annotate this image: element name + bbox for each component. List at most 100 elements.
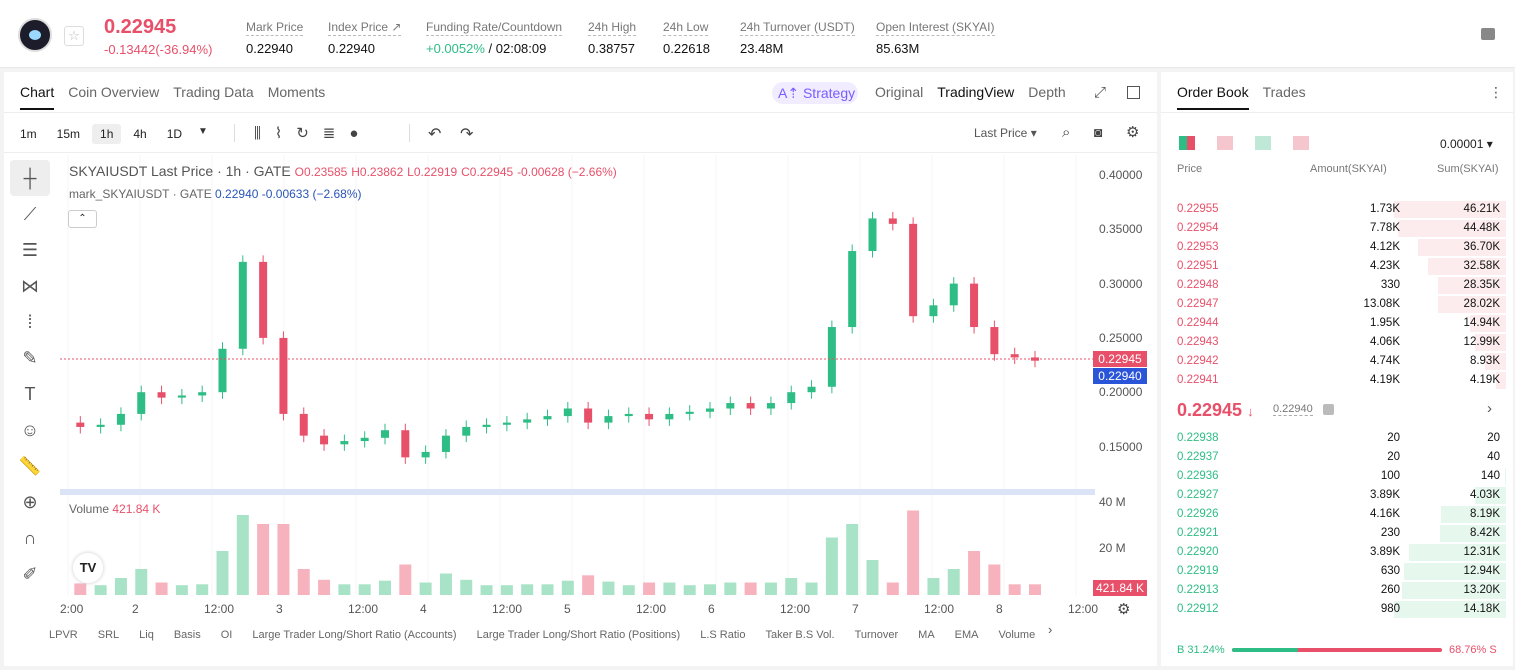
collapse-legend-button[interactable]: ⌃	[68, 210, 97, 228]
orderbook-row[interactable]: 0.22948 330 28.35K	[1170, 276, 1510, 295]
text-icon[interactable]: T	[24, 383, 36, 404]
interval-4h[interactable]: 4h	[133, 127, 147, 141]
tab-chart[interactable]: Chart	[20, 84, 55, 110]
tab-coin-overview[interactable]: Coin Overview	[68, 84, 160, 100]
interval-15m[interactable]: 15m	[56, 127, 81, 141]
buy-ratio-fill	[1232, 648, 1298, 652]
orderbook-row[interactable]: 0.22921 230 8.42K	[1170, 524, 1510, 543]
indicator-item[interactable]: LPVR	[49, 629, 78, 641]
indicator-item[interactable]: Volume	[998, 629, 1036, 641]
chevron-right-icon[interactable]: ›	[1487, 400, 1492, 417]
tab-depth[interactable]: Depth	[1028, 84, 1066, 100]
orderbook-row[interactable]: 0.22913 260 13.20K	[1170, 581, 1510, 600]
chevron-down-icon[interactable]: ▼	[198, 126, 208, 137]
camera-icon[interactable]: ◙	[1094, 124, 1103, 140]
gear-icon[interactable]: ⚙	[1126, 124, 1140, 141]
interval-1h[interactable]: 1h	[92, 124, 122, 144]
stat-2: Funding Rate/Countdown +0.0052% / 02:08:0…	[426, 18, 563, 56]
orderbook-row[interactable]: 0.22954 7.78K 44.48K	[1170, 219, 1510, 238]
stat-value: 23.48M	[740, 41, 855, 56]
indicator-item[interactable]: SRL	[97, 629, 120, 641]
orderbook-row[interactable]: 0.22943 4.06K 12.99K	[1170, 333, 1510, 352]
row-price: 0.22926	[1177, 508, 1219, 520]
indicator-item[interactable]: Turnover	[854, 629, 899, 641]
vol-axis-40m: 40 M	[1099, 495, 1126, 509]
redo-icon[interactable]: ↷	[460, 126, 474, 143]
depth-bar	[1394, 201, 1506, 218]
fib-icon[interactable]: ⁞	[27, 311, 33, 332]
interval-1D[interactable]: 1D	[166, 127, 183, 141]
orderbook-row[interactable]: 0.22951 4.23K 32.58K	[1170, 257, 1510, 276]
orderbook-row[interactable]: 0.22937 20 40	[1170, 448, 1510, 467]
chart-toolbar-icons[interactable]: ⫼⌇↻≣●	[254, 125, 373, 142]
brush-icon[interactable]: ✎	[22, 347, 38, 368]
indicator-item[interactable]: Large Trader Long/Short Ratio (Accounts)	[252, 629, 457, 641]
tab-trades[interactable]: Trades	[1262, 84, 1306, 100]
crosshair-icon[interactable]: ┼	[10, 160, 50, 196]
view-asks-icon[interactable]	[1217, 136, 1233, 150]
tab-original[interactable]: Original	[875, 84, 924, 100]
indicator-item[interactable]: Liq	[139, 629, 154, 641]
precision-select[interactable]: 0.00001 ▾	[1440, 137, 1493, 151]
tab-order-book[interactable]: Order Book	[1177, 84, 1249, 110]
candlestick-chart[interactable]	[60, 155, 1095, 595]
vol-axis-20m: 20 M	[1099, 541, 1126, 555]
more-icon[interactable]: ⋮	[1489, 84, 1503, 100]
chart-view-tabs: Original TradingView Depth	[875, 84, 1080, 102]
pencil-icon[interactable]: ✐	[22, 563, 38, 584]
interval-1m[interactable]: 1m	[20, 127, 37, 141]
view-asks-only-icon[interactable]	[1293, 136, 1309, 150]
orderbook-row[interactable]: 0.22955 1.73K 46.21K	[1170, 200, 1510, 219]
chevron-right-icon[interactable]: ›	[1048, 622, 1053, 637]
view-both-icon[interactable]	[1179, 136, 1195, 150]
pattern-icon[interactable]: ⋈	[21, 275, 39, 296]
orderbook-row[interactable]: 0.22927 3.89K 4.03K	[1170, 486, 1510, 505]
volume-label: Volume	[69, 502, 110, 516]
row-sum: 140	[1480, 470, 1500, 482]
orderbook-row[interactable]: 0.22947 13.08K 28.02K	[1170, 295, 1510, 314]
indicator-item[interactable]: L.S Ratio	[700, 629, 746, 641]
trendline-icon[interactable]: ⟋	[23, 203, 37, 224]
ruler-icon[interactable]: 📏	[18, 455, 42, 476]
strategy-button[interactable]: A⇡ Strategy	[772, 82, 858, 104]
indicator-item[interactable]: EMA	[954, 629, 979, 641]
row-sum: 20	[1487, 432, 1500, 444]
indicator-item[interactable]: Taker B.S Vol.	[765, 629, 835, 641]
orderbook-row[interactable]: 0.22953 4.12K 36.70K	[1170, 238, 1510, 257]
window-icon[interactable]	[1127, 86, 1140, 99]
orderbook-row[interactable]: 0.22941 4.19K 4.19K	[1170, 371, 1510, 390]
orderbook-row[interactable]: 0.22926 4.16K 8.19K	[1170, 505, 1510, 524]
book-icon[interactable]	[1481, 28, 1495, 40]
row-amount: 20	[1387, 432, 1400, 444]
magnet-icon[interactable]: ∩	[23, 527, 37, 548]
expand-icon[interactable]: ⤢	[1094, 84, 1107, 101]
indicator-item[interactable]: Basis	[173, 629, 201, 641]
indicator-item[interactable]: MA	[918, 629, 935, 641]
favorite-star-icon[interactable]: ☆	[64, 26, 84, 46]
tab-tradingview[interactable]: TradingView	[937, 84, 1015, 100]
orderbook-row[interactable]: 0.22919 630 12.94K	[1170, 562, 1510, 581]
orderbook-row[interactable]: 0.22944 1.95K 14.94K	[1170, 314, 1510, 333]
undo-icon[interactable]: ↶	[428, 126, 442, 143]
search-icon[interactable]: ⌕	[1062, 124, 1071, 141]
volume-bar	[825, 537, 838, 595]
indicator-item[interactable]: OI	[220, 629, 233, 641]
zoom-icon[interactable]: ⊕	[22, 491, 38, 512]
row-sum: 14.18K	[1463, 603, 1500, 615]
orderbook-row[interactable]: 0.22938 20 20	[1170, 429, 1510, 448]
last-price-select[interactable]: Last Price ▾	[974, 126, 1037, 140]
tab-trading-data[interactable]: Trading Data	[173, 84, 254, 100]
parallel-lines-icon[interactable]: ☰	[21, 239, 39, 260]
view-bids-icon[interactable]	[1255, 136, 1271, 150]
orderbook-row[interactable]: 0.22942 4.74K 8.93K	[1170, 352, 1510, 371]
volume-bar	[135, 569, 148, 595]
emoji-icon[interactable]: ☺	[20, 419, 40, 440]
orderbook-row[interactable]: 0.22912 980 14.18K	[1170, 600, 1510, 619]
gear-icon[interactable]: ⚙	[1117, 601, 1131, 618]
candle	[198, 392, 207, 396]
tab-moments[interactable]: Moments	[267, 84, 326, 100]
orderbook-row[interactable]: 0.22920 3.89K 12.31K	[1170, 543, 1510, 562]
orderbook-row[interactable]: 0.22936 100 140	[1170, 467, 1510, 486]
indicator-item[interactable]: Large Trader Long/Short Ratio (Positions…	[476, 629, 681, 641]
volume-value: 421.84 K	[112, 502, 161, 516]
